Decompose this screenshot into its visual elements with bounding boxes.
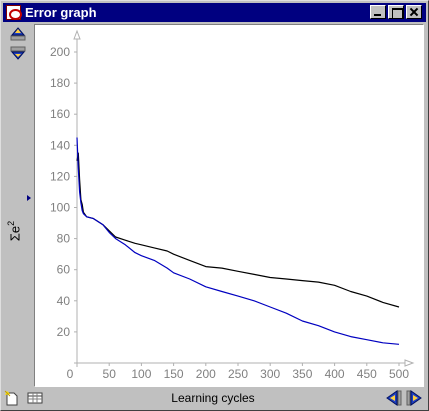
y-tick-label: 100 [50,201,70,215]
maximize-button[interactable] [388,5,404,19]
y-tick-label: 140 [50,138,70,152]
right-arrow-icon [406,390,422,406]
x-tick-label: 150 [164,367,184,381]
error-chart: 20 40 60 80 100 120 140 160 180 200 0 50 100 150 200 25… [50,29,415,381]
y-tick-label: 180 [50,76,70,90]
new-document-icon [4,390,18,406]
previous-button[interactable] [385,390,402,406]
x-tick-label: 300 [260,367,280,381]
y-tick-label: 20 [57,325,71,339]
y-tick-label: 120 [50,169,70,183]
move-up-button[interactable] [10,26,26,42]
next-button[interactable] [406,390,423,406]
down-arrow-icon [10,46,26,60]
x-axis-label: Learning cycles [171,391,255,405]
x-tick-label: 0 [67,367,74,381]
collapse-arrow-icon[interactable] [27,195,31,201]
series-line-black [76,152,400,308]
table-icon [27,392,43,404]
up-arrow-icon [10,27,26,41]
x-axis-arrow-icon [404,359,415,367]
x-tick-label: 250 [228,367,248,381]
x-tick-label: 350 [292,367,312,381]
y-tick-label: 80 [57,232,71,246]
y-tick-label: 160 [50,107,70,121]
x-tick-label: 500 [389,367,409,381]
minimize-button[interactable] [370,5,386,19]
y-tick-label: 40 [57,294,71,308]
x-tick-label: 100 [131,367,151,381]
x-tick-label: 200 [196,367,216,381]
y-tick-label: 60 [57,263,71,277]
move-down-button[interactable] [10,45,26,61]
title-bar[interactable]: Error graph [3,3,426,22]
x-tick-label: 50 [103,367,117,381]
series-line-blue [76,137,400,345]
x-tick-label: 400 [325,367,345,381]
left-toolbar: Σe2 [3,23,33,387]
table-view-button[interactable] [27,390,43,406]
window-title: Error graph [25,5,97,20]
left-arrow-icon [386,390,402,406]
new-document-button[interactable] [4,390,20,406]
x-tick-label: 450 [357,367,377,381]
status-bar: Learning cycles [3,389,426,408]
y-axis-arrow-icon [73,29,81,40]
y-tick-label: 200 [50,45,70,59]
java-cup-icon[interactable] [6,5,22,20]
close-button[interactable] [406,5,422,19]
plot-area: 20 40 60 80 100 120 140 160 180 200 0 50 100 150 200 25… [34,24,424,387]
